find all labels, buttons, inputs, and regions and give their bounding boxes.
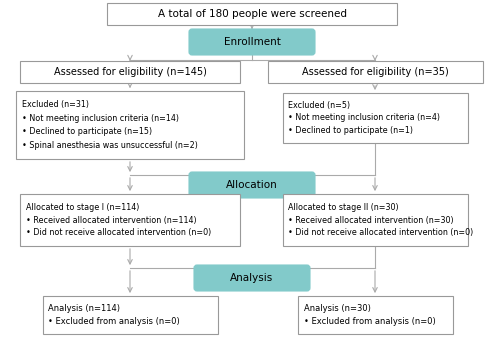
Text: Assessed for eligibility (n=145): Assessed for eligibility (n=145) — [54, 67, 206, 77]
Text: Allocated to stage II (n=30): Allocated to stage II (n=30) — [288, 203, 399, 211]
Text: Enrollment: Enrollment — [224, 37, 280, 47]
Text: A total of 180 people were screened: A total of 180 people were screened — [158, 9, 346, 19]
FancyBboxPatch shape — [282, 194, 468, 246]
FancyBboxPatch shape — [282, 93, 468, 143]
FancyBboxPatch shape — [42, 296, 218, 334]
FancyBboxPatch shape — [189, 29, 315, 55]
FancyBboxPatch shape — [268, 61, 482, 83]
Text: • Did not receive allocated intervention (n=0): • Did not receive allocated intervention… — [288, 228, 474, 237]
Text: Analysis (n=30): Analysis (n=30) — [304, 304, 370, 313]
Text: • Received allocated intervention (n=30): • Received allocated intervention (n=30) — [288, 216, 454, 225]
Text: Excluded (n=5): Excluded (n=5) — [288, 101, 350, 110]
Text: • Not meeting inclusion criteria (n=14): • Not meeting inclusion criteria (n=14) — [22, 114, 179, 123]
Text: Allocated to stage I (n=114): Allocated to stage I (n=114) — [26, 203, 140, 211]
Text: Excluded (n=31): Excluded (n=31) — [22, 100, 89, 109]
Text: • Spinal anesthesia was unsuccessful (n=2): • Spinal anesthesia was unsuccessful (n=… — [22, 141, 198, 150]
Text: • Not meeting inclusion criteria (n=4): • Not meeting inclusion criteria (n=4) — [288, 114, 440, 122]
Text: • Did not receive allocated intervention (n=0): • Did not receive allocated intervention… — [26, 228, 211, 237]
Text: Analysis: Analysis — [230, 273, 274, 283]
Text: Analysis (n=114): Analysis (n=114) — [48, 304, 120, 313]
Text: • Declined to participate (n=1): • Declined to participate (n=1) — [288, 126, 414, 135]
FancyBboxPatch shape — [194, 265, 310, 291]
FancyBboxPatch shape — [189, 172, 315, 198]
Text: • Received allocated intervention (n=114): • Received allocated intervention (n=114… — [26, 216, 196, 225]
FancyBboxPatch shape — [20, 61, 240, 83]
FancyBboxPatch shape — [20, 194, 240, 246]
Text: • Excluded from analysis (n=0): • Excluded from analysis (n=0) — [48, 317, 180, 326]
FancyBboxPatch shape — [16, 91, 244, 159]
FancyBboxPatch shape — [107, 3, 397, 25]
Text: Allocation: Allocation — [226, 180, 278, 190]
Text: • Declined to participate (n=15): • Declined to participate (n=15) — [22, 127, 152, 136]
FancyBboxPatch shape — [298, 296, 452, 334]
Text: Assessed for eligibility (n=35): Assessed for eligibility (n=35) — [302, 67, 448, 77]
Text: • Excluded from analysis (n=0): • Excluded from analysis (n=0) — [304, 317, 435, 326]
